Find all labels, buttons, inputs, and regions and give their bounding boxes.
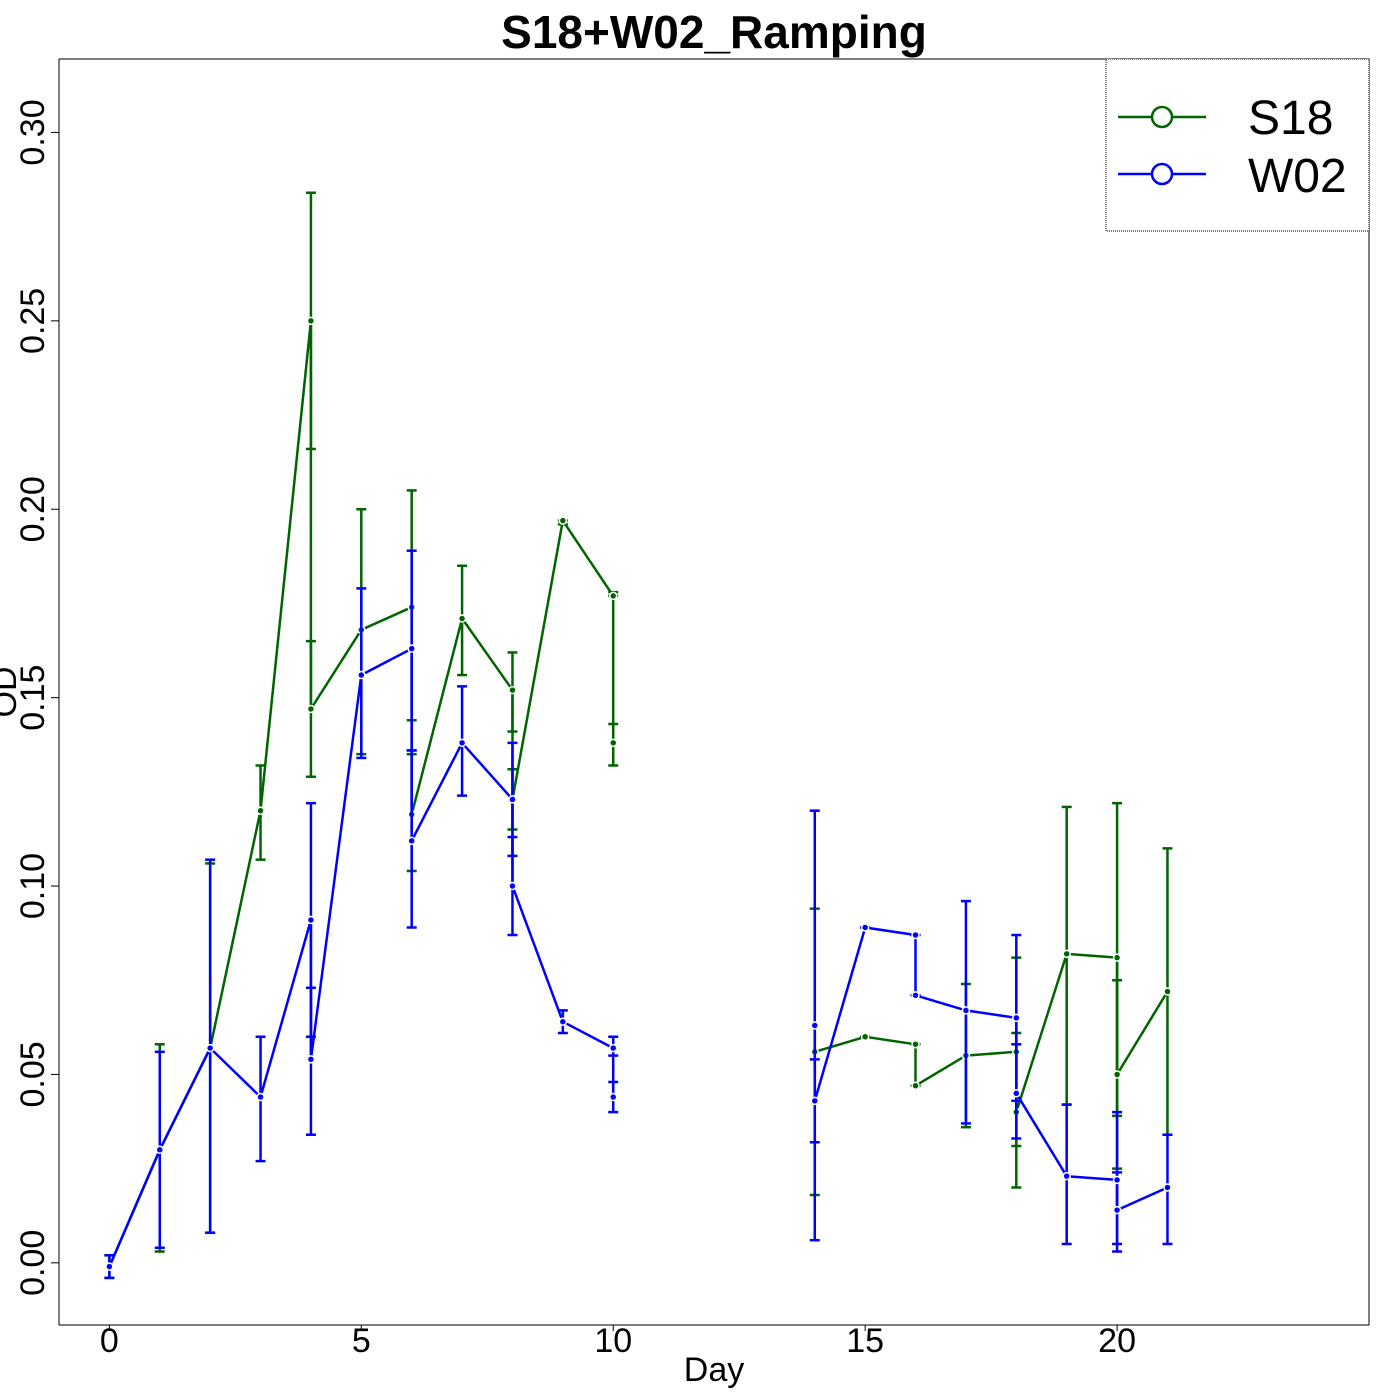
legend-marker-s18 (1150, 105, 1174, 129)
series-w02 (104, 549, 1173, 1280)
data-point-w02 (911, 991, 920, 1000)
legend-item-s18: S18 (1118, 92, 1333, 145)
y-tick-label: 0.05 (14, 1041, 52, 1107)
data-point-s18 (1112, 953, 1122, 962)
data-point-w02 (810, 1096, 820, 1106)
data-point-w02 (508, 795, 517, 804)
x-axis-label: Day (684, 1351, 744, 1389)
y-tick-label: 0.30 (14, 99, 52, 165)
data-point-w02 (608, 1043, 618, 1053)
x-tick-label: 20 (1098, 1322, 1136, 1360)
data-point-s18 (1163, 987, 1172, 996)
data-point-s18 (911, 1040, 920, 1049)
legend-marker-w02 (1150, 162, 1174, 186)
data-point-w02 (608, 1092, 618, 1102)
data-point-s18 (608, 591, 618, 601)
data-point-w02 (155, 1145, 165, 1155)
data-point-w02 (860, 923, 870, 932)
data-point-w02 (457, 738, 467, 748)
data-point-w02 (1112, 1205, 1122, 1215)
data-point-s18 (558, 516, 568, 525)
x-tick-label: 5 (352, 1322, 371, 1360)
data-point-w02 (306, 1055, 316, 1064)
y-axis: 0.00 0.05 0.10 0.15 0.20 0.25 0.30 (14, 99, 59, 1296)
data-point-w02 (1012, 1013, 1021, 1023)
legend-label-s18: S18 (1248, 92, 1333, 145)
legend-label-w02: W02 (1248, 150, 1347, 203)
data-point-w02 (306, 915, 316, 925)
data-point-s18 (911, 1081, 920, 1090)
chart-title: S18+W02_Ramping (501, 6, 927, 58)
data-point-s18 (256, 806, 265, 815)
data-point-w02 (558, 1017, 568, 1026)
data-point-w02 (911, 930, 920, 940)
data-point-w02 (1163, 1183, 1172, 1192)
data-point-s18 (1062, 949, 1071, 959)
data-point-w02 (205, 1043, 215, 1053)
y-tick-label: 0.00 (14, 1230, 52, 1296)
data-point-w02 (508, 881, 517, 891)
data-point-w02 (105, 1262, 114, 1271)
data-point-s18 (608, 738, 618, 748)
data-point-w02 (810, 1021, 820, 1030)
series-layer (104, 191, 1173, 1280)
plot-area-frame (58, 58, 1370, 1326)
legend: S18 W02 (1105, 58, 1370, 232)
data-point-w02 (357, 670, 366, 680)
data-point-w02 (256, 1092, 265, 1102)
x-tick-label: 0 (100, 1322, 119, 1360)
legend-box (1105, 58, 1370, 232)
data-point-s18 (306, 704, 316, 714)
y-axis-label: OD (0, 667, 24, 718)
x-tick-label: 15 (846, 1322, 884, 1360)
data-point-w02 (407, 836, 416, 846)
data-point-w02 (1012, 1089, 1021, 1098)
y-tick-label: 0.20 (14, 476, 52, 542)
data-point-s18 (457, 614, 467, 623)
x-tick-label: 10 (594, 1322, 632, 1360)
y-tick-label: 0.10 (14, 853, 52, 919)
data-point-w02 (407, 644, 416, 653)
data-point-w02 (1112, 1175, 1122, 1185)
legend-item-w02: W02 (1118, 150, 1347, 203)
data-point-s18 (1112, 1070, 1122, 1079)
data-point-s18 (860, 1032, 870, 1042)
y-tick-label: 0.25 (14, 288, 52, 354)
x-axis: 0 5 10 15 20 (100, 1322, 1136, 1360)
data-point-w02 (961, 1006, 971, 1015)
y-tick-label: 0.15 (14, 665, 52, 731)
data-point-s18 (508, 685, 517, 695)
data-point-s18 (306, 316, 316, 326)
data-point-w02 (1062, 1171, 1071, 1181)
